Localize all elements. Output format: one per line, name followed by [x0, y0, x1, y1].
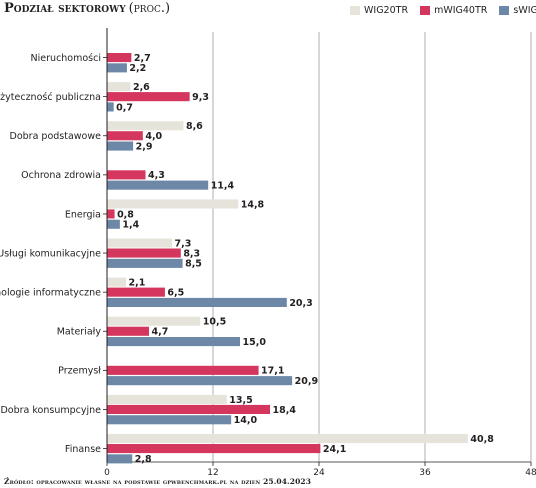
bar: [107, 258, 183, 268]
data-label: 2,6: [133, 82, 150, 93]
data-label: 7,3: [174, 238, 191, 249]
bar: [107, 238, 172, 248]
category-label: Ochrona zdrowia: [21, 170, 101, 181]
category-label: Przemysł: [58, 366, 101, 377]
bar: [107, 199, 239, 209]
bar: [107, 316, 201, 326]
x-tick-label: 12: [207, 468, 218, 478]
bar: [107, 170, 146, 180]
bar: [107, 404, 271, 414]
legend-swatch-wig20tr: [350, 6, 360, 15]
legend: WIG20TR mWIG40TR sWIG80TR: [350, 5, 536, 16]
legend-item-mwig40tr: mWIG40TR: [420, 5, 487, 16]
x-tick-label: 24: [313, 468, 325, 478]
data-label: 10,5: [203, 317, 226, 328]
bar: [107, 394, 227, 404]
bar: [107, 219, 120, 229]
bar: [107, 63, 127, 73]
bar: [107, 287, 165, 297]
data-label: 14,0: [234, 415, 258, 426]
category-label: Materiały: [57, 327, 102, 338]
bar: [107, 209, 115, 219]
bar: [107, 277, 127, 287]
bar: [107, 454, 133, 464]
data-label: 20,9: [295, 376, 318, 387]
data-label: 2,9: [136, 141, 153, 152]
legend-item-wig20tr: WIG20TR: [350, 5, 408, 16]
bar: [107, 326, 150, 336]
source-note: Źródło: opracowanie własne na podstawie …: [4, 477, 312, 486]
legend-label-wig20tr: WIG20TR: [364, 5, 409, 16]
data-label: 6,5: [167, 288, 184, 299]
data-label: 0,7: [116, 102, 133, 113]
title-text: Podział sektorowy: [4, 1, 126, 16]
legend-item-swig80tr: sWIG80TR: [499, 5, 536, 16]
legend-label-swig80tr: sWIG80TR: [513, 5, 536, 16]
bar: [107, 121, 184, 131]
chart-title: Podział sektorowy (proc.): [4, 1, 170, 16]
x-tick-label: 48: [525, 468, 536, 478]
bar: [107, 180, 209, 190]
data-label: 8,5: [185, 259, 202, 270]
data-label: 24,1: [323, 444, 346, 455]
data-label: 2,7: [134, 53, 151, 64]
data-label: 14,8: [241, 199, 265, 210]
legend-label-mwig40tr: mWIG40TR: [434, 5, 488, 16]
bar: [107, 297, 287, 307]
legend-swatch-swig80tr: [499, 6, 510, 15]
data-label: 8,6: [186, 121, 203, 132]
bar: [107, 444, 321, 454]
x-tick-label: 36: [419, 468, 431, 478]
data-label: 8,3: [183, 248, 200, 259]
data-label: 2,1: [129, 278, 146, 289]
bar: [107, 434, 468, 444]
bar: [107, 82, 131, 92]
bar: [107, 102, 114, 112]
data-label: 4,0: [145, 131, 162, 142]
category-label: Energia: [65, 209, 101, 220]
bar: [107, 131, 143, 141]
category-label: Usługi komunikacyjne: [0, 248, 101, 259]
data-label: 20,3: [289, 298, 312, 309]
data-label: 17,1: [261, 366, 284, 377]
subtitle-text: (proc.): [128, 1, 171, 16]
bar: [107, 365, 259, 375]
data-label: 1,4: [122, 220, 139, 231]
data-label: 4,3: [148, 170, 165, 181]
legend-swatch-mwig40tr: [420, 6, 431, 15]
bar: [107, 141, 134, 151]
data-label: 18,4: [273, 405, 297, 416]
data-label: 2,8: [135, 454, 152, 465]
data-label: 40,8: [470, 434, 494, 445]
bar: [107, 337, 240, 347]
category-label: Nieruchomości: [31, 53, 101, 64]
data-label: 2,2: [129, 63, 146, 74]
bar: [107, 53, 132, 63]
data-label: 4,7: [152, 327, 169, 338]
bar: [107, 415, 232, 425]
category-label: Użyteczność publiczna: [0, 92, 101, 103]
bar: [107, 248, 181, 258]
data-label: 9,3: [192, 92, 209, 103]
data-label: 0,8: [117, 209, 134, 220]
data-label: 11,4: [211, 181, 235, 192]
x-tick-label: 0: [104, 468, 110, 478]
data-label: 15,0: [243, 337, 267, 348]
bar: [107, 376, 293, 386]
bar: [107, 92, 190, 102]
category-label: Finanse: [65, 444, 101, 455]
category-label: Technologie informatyczne: [0, 287, 101, 298]
category-label: Dobra konsumpcyjne: [0, 405, 101, 416]
data-label: 13,5: [229, 395, 252, 406]
category-label: Dobra podstawowe: [10, 131, 102, 142]
